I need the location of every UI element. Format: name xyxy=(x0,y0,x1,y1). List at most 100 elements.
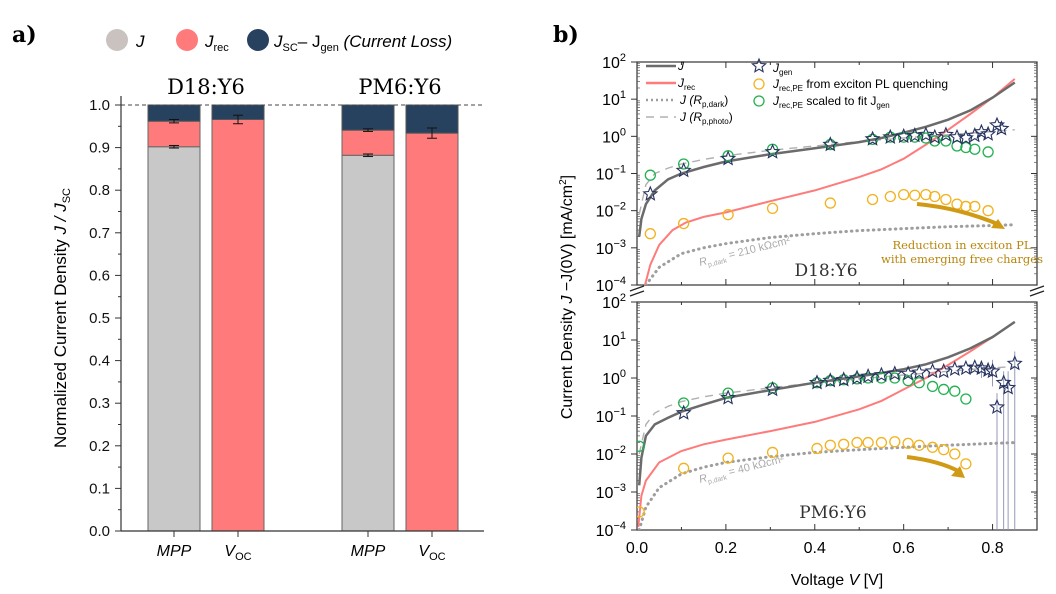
series-j-rp-photo xyxy=(638,365,1015,455)
legend-label-current-loss: JSC– Jgen (Current Loss) xyxy=(273,32,452,54)
point-jrecpe-quench xyxy=(909,189,921,201)
point-jrecpe-quench xyxy=(678,217,690,230)
y-tick-label: 1.0 xyxy=(89,97,110,114)
point-jgen xyxy=(917,126,934,142)
y-tick-label: 10−3 xyxy=(596,238,626,258)
point-jrecpe-scaled xyxy=(862,372,874,384)
point-jgen xyxy=(926,128,943,144)
y-tick-label: 0.9 xyxy=(89,140,110,157)
y-axis-label-a: Normalized Current Density J / JSC xyxy=(51,188,73,448)
y-tick-label: 101 xyxy=(602,330,626,350)
y-tick-label: 10−2 xyxy=(596,201,626,221)
x-tick-label: 0.4 xyxy=(804,540,826,557)
point-jrecpe-quench xyxy=(851,436,863,449)
y-tick-label: 0.2 xyxy=(89,438,110,455)
point-jrecpe-scaled xyxy=(960,393,972,405)
arrow-head-pm6 xyxy=(951,466,965,478)
point-jrecpe-quench xyxy=(920,188,932,201)
point-jgen xyxy=(984,362,1001,379)
bar-jrec xyxy=(147,120,201,148)
point-jgen xyxy=(948,128,966,144)
point-jrecpe-scaled xyxy=(982,146,994,158)
legend-swatch-jrec xyxy=(176,29,198,51)
legend-label-j-b: J xyxy=(677,59,685,73)
bar-jrec xyxy=(341,129,395,156)
point-jrecpe-scaled xyxy=(960,141,972,154)
point-jrecpe-quench xyxy=(824,439,836,451)
bar-current-loss xyxy=(341,104,395,131)
y-tick-label: 10−1 xyxy=(596,164,626,184)
annotation-line-1: Reduction in exciton PL xyxy=(892,238,1031,252)
legend-label-jrec-b: Jrec xyxy=(677,76,695,92)
y-tick-label: 0.3 xyxy=(89,395,110,412)
point-jgen xyxy=(924,362,941,379)
point-jrecpe-quench xyxy=(644,228,656,240)
point-jgen xyxy=(1006,355,1023,371)
point-jrecpe-quench xyxy=(875,436,888,449)
y-tick-label: 102 xyxy=(602,292,626,312)
x-tick-label: VOC xyxy=(418,543,445,563)
point-jrecpe-scaled xyxy=(949,385,961,397)
y-tick-label: 101 xyxy=(602,89,626,109)
point-jrecpe-scaled xyxy=(926,380,939,393)
y-tick-label: 0.6 xyxy=(89,267,110,284)
arrow-reduction-pm6 xyxy=(906,455,961,474)
y-tick-label: 0.0 xyxy=(89,523,110,540)
point-jrecpe-quench xyxy=(811,442,823,455)
point-jgen xyxy=(966,127,983,143)
point-jrecpe-scaled xyxy=(951,140,963,152)
legend-label-j: J xyxy=(135,32,145,51)
x-tick-label: VOC xyxy=(224,543,251,563)
legend-label-jgen: Jgen xyxy=(772,61,792,77)
bar-jrec xyxy=(211,118,265,532)
legend-label-jrec: Jrec xyxy=(204,32,229,54)
legend-marker-jgen xyxy=(750,57,768,73)
point-jrecpe-scaled xyxy=(913,377,925,389)
legend-label-rp-dark: J (Rp,dark) xyxy=(679,93,728,109)
x-tick-label: 0.0 xyxy=(626,540,648,557)
point-jgen xyxy=(935,362,952,379)
group-title-d18: D18:Y6 xyxy=(167,75,245,99)
point-jgen xyxy=(675,404,692,420)
y-tick-label: 100 xyxy=(602,368,626,388)
arrow-reduction-d18 xyxy=(916,202,1001,227)
point-jgen xyxy=(988,398,1006,415)
point-jrecpe-quench xyxy=(637,506,645,518)
point-jrecpe-quench xyxy=(766,202,779,215)
point-jrecpe-quench xyxy=(722,452,734,464)
axis-break-marks xyxy=(629,285,1045,297)
point-jrecpe-quench xyxy=(866,193,879,206)
point-jgen xyxy=(993,120,1010,136)
axis-break-gap xyxy=(630,286,1045,301)
point-jgen xyxy=(848,369,866,385)
log-chart-panel-b: 10210110010−110−210−310−410210110010−110… xyxy=(558,52,1045,589)
point-jrecpe-quench xyxy=(722,209,734,221)
point-jgen xyxy=(980,361,997,378)
point-jrecpe-scaled xyxy=(898,131,910,143)
point-jrecpe-scaled xyxy=(969,143,981,155)
rp-annotation-pm6: Rp,dark = 40 kΩcm² xyxy=(698,453,786,488)
legend-b: J Jrec J (Rp,dark) J (Rp,photo) Jgen Jre… xyxy=(646,57,948,126)
y-tick-label: 10−2 xyxy=(596,444,626,464)
point-jrecpe-scaled xyxy=(884,131,896,143)
y-tick-label: 10−1 xyxy=(596,406,626,426)
x-tick-label: MPP xyxy=(157,543,192,560)
point-jgen xyxy=(980,125,997,141)
point-jgen xyxy=(642,185,659,201)
arrow-head-d18 xyxy=(991,219,1005,229)
point-jrecpe-scaled xyxy=(902,375,914,387)
point-jrecpe-quench xyxy=(766,446,779,459)
series-j-rp-dark xyxy=(644,223,1017,285)
panel-label-b: b) xyxy=(553,22,579,48)
point-jrecpe-quench xyxy=(940,193,952,206)
x-tick-label: 0.2 xyxy=(715,540,737,557)
y-tick-label: 0.1 xyxy=(89,480,110,497)
point-jgen xyxy=(860,367,877,384)
point-jrecpe-scaled xyxy=(811,377,823,389)
point-jrecpe-quench xyxy=(838,438,850,450)
star-icon xyxy=(750,57,768,73)
point-jgen xyxy=(764,380,781,397)
series-j-rp-photo xyxy=(638,129,1015,215)
legend-label-rp-photo: J (Rp,photo) xyxy=(679,110,733,126)
